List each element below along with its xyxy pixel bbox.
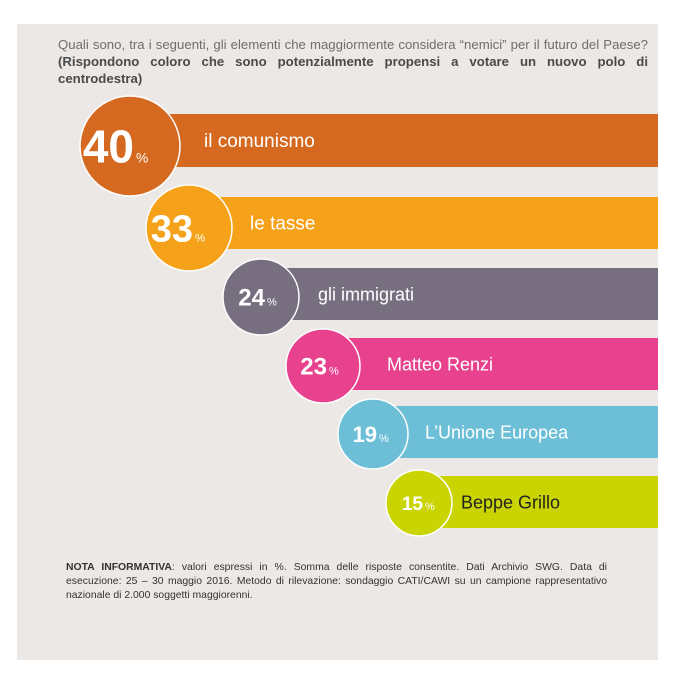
value-circle xyxy=(145,184,233,272)
bar xyxy=(373,406,658,458)
question-text: Quali sono, tra i seguenti, gli elementi… xyxy=(58,37,648,52)
percent-sign: % xyxy=(136,151,148,166)
category-label: Beppe Grillo xyxy=(461,492,560,512)
percent-sign: % xyxy=(425,501,435,513)
value-circle xyxy=(385,469,453,537)
chart-title: Quali sono, tra i seguenti, gli elementi… xyxy=(58,36,648,87)
bar xyxy=(419,476,658,528)
percent-sign: % xyxy=(195,233,205,245)
data-label: 15 xyxy=(402,494,424,515)
bar xyxy=(189,197,658,249)
percent-sign: % xyxy=(329,366,339,378)
bar xyxy=(323,338,658,390)
percent-sign: % xyxy=(379,433,389,445)
category-label: le tasse xyxy=(250,214,315,235)
value-circle xyxy=(222,258,300,336)
bar xyxy=(261,268,658,320)
data-label: 19 xyxy=(353,422,377,447)
value-circle xyxy=(337,398,409,470)
footnote-label: NOTA INFORMATIVA xyxy=(66,562,172,573)
question-subtitle: (Rispondono coloro che sono potenzialmen… xyxy=(58,54,648,86)
data-label: 40 xyxy=(83,121,134,173)
category-label: gli immigrati xyxy=(318,284,414,304)
percent-sign: % xyxy=(267,297,277,309)
value-circle xyxy=(285,328,361,404)
category-label: Matteo Renzi xyxy=(387,354,493,374)
category-label: il comunismo xyxy=(204,131,315,152)
category-label: L’Unione Europea xyxy=(425,422,569,442)
data-label: 24 xyxy=(238,285,265,312)
bar xyxy=(130,114,658,167)
footnote-text: : valori espressi in %. Somma delle risp… xyxy=(66,562,607,601)
footnote: NOTA INFORMATIVA: valori espressi in %. … xyxy=(66,561,607,603)
data-label: 23 xyxy=(300,354,327,381)
data-label: 33 xyxy=(151,209,193,251)
value-circle xyxy=(79,95,181,197)
